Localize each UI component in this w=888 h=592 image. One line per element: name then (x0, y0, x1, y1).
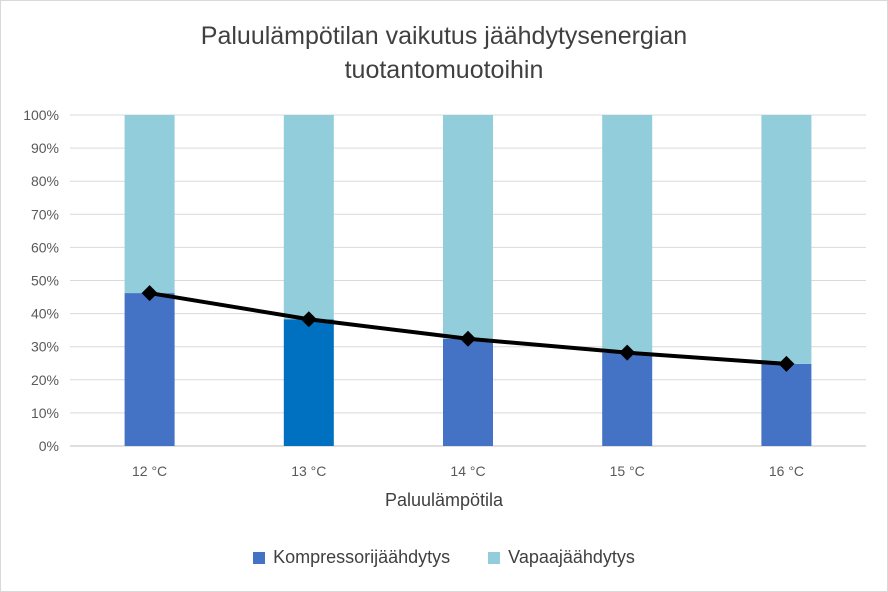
legend-swatch-kompressorijaahdytys (253, 551, 266, 564)
y-tick-label: 0% (39, 438, 59, 454)
x-tick-label: 16 °C (769, 463, 804, 479)
legend-item-vapaajaahdytys: Vapaajäähdytys (488, 547, 635, 568)
bar-vapaajaahdytys (761, 115, 812, 364)
y-tick-label: 90% (31, 140, 59, 156)
bar-kompressorijaahdytys (761, 363, 812, 446)
y-tick-label: 10% (31, 405, 59, 421)
y-tick-label: 40% (31, 306, 59, 322)
trend-marker (619, 344, 636, 361)
legend-swatch-vapaajaahdytys (488, 551, 501, 564)
chart-title: Paluulämpötilan vaikutus jäähdytysenergi… (1, 19, 887, 87)
bar-kompressorijaahdytys (443, 338, 493, 446)
y-tick-label: 80% (31, 173, 59, 189)
y-tick-label: 60% (31, 239, 59, 255)
y-tick-label: 30% (31, 339, 59, 355)
trend-marker (300, 311, 317, 328)
bar-kompressorijaahdytys (124, 293, 175, 446)
legend-item-kompressorijaahdytys: Kompressorijäähdytys (253, 547, 450, 568)
y-tick-label: 100% (23, 107, 59, 123)
x-axis-label: Paluulämpötila (384, 490, 504, 510)
bar-vapaajaahdytys (283, 115, 334, 320)
legend-label-kompressorijaahdytys: Kompressorijäähdytys (273, 547, 451, 567)
trend-marker (778, 355, 795, 372)
bar-vapaajaahdytys (443, 115, 493, 339)
x-tick-label: 13 °C (291, 463, 326, 479)
chart-title-line-1: Paluulämpötilan vaikutus jäähdytysenergi… (200, 22, 688, 50)
chart-title-line-2: tuotantomuotoihin (344, 56, 544, 84)
trend-marker (460, 330, 476, 347)
bar-vapaajaahdytys (124, 115, 175, 294)
legend-label-vapaajaahdytys: Vapaajäähdytys (508, 547, 635, 567)
legend: Kompressorijäähdytys Vapaajäähdytys (1, 547, 887, 568)
trend-marker (141, 285, 158, 302)
y-tick-label: 20% (31, 372, 59, 388)
x-tick-label: 12 °C (132, 463, 167, 479)
x-tick-label: 14 °C (450, 463, 485, 479)
bar-kompressorijaahdytys (602, 352, 653, 446)
bar-vapaajaahdytys (602, 115, 653, 353)
x-tick-label: 15 °C (610, 463, 645, 479)
y-tick-label: 50% (31, 273, 59, 289)
bar-kompressorijaahdytys (283, 319, 334, 446)
y-tick-label: 70% (31, 206, 59, 222)
